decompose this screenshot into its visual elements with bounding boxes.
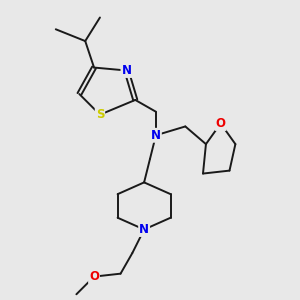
Text: O: O (216, 117, 226, 130)
Text: N: N (139, 223, 149, 236)
Text: N: N (122, 64, 131, 77)
Text: N: N (151, 129, 161, 142)
Text: O: O (89, 270, 99, 283)
Text: S: S (96, 108, 104, 121)
